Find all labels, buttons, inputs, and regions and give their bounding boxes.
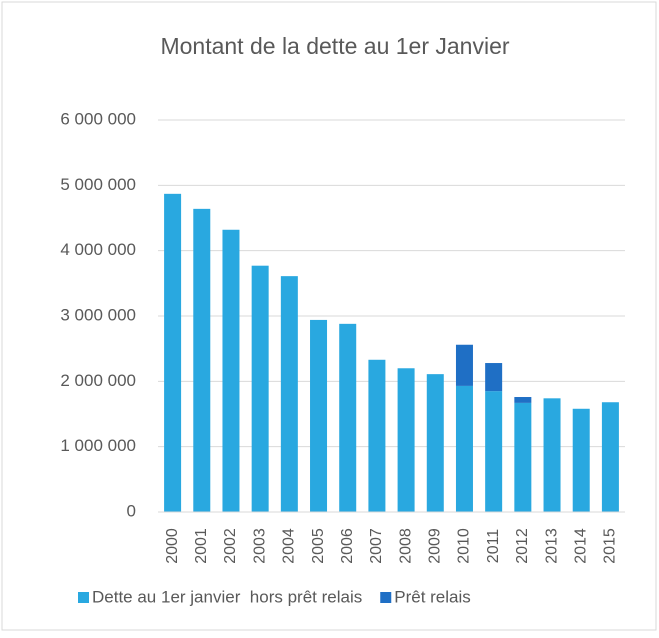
bar-segment [164,193,182,512]
bar-segment [455,344,473,386]
x-tick-label: 2006 [339,528,356,564]
bar-segment [222,229,240,512]
bar-segment [455,385,473,512]
bar-segment [426,374,444,512]
chart-title: Montant de la dette au 1er Janvier [160,33,509,59]
legend-label: Prêt relais [394,587,471,606]
bar-segment [397,368,415,512]
bar-segment [280,276,298,512]
bar-segment [543,398,561,512]
x-tick-label: 2000 [164,528,181,564]
y-tick-label: 6 000 000 [60,109,136,128]
bar-segment [339,323,357,512]
y-tick-label: 5 000 000 [60,175,136,194]
y-tick-label: 4 000 000 [60,240,136,259]
y-tick-label: 3 000 000 [60,305,136,324]
x-tick-label: 2001 [193,528,210,564]
x-tick-label: 2008 [397,528,414,564]
bar-segment [251,265,269,512]
y-tick-label: 0 [127,501,136,520]
x-tick-label: 2012 [514,528,531,564]
bar-segment [310,319,328,512]
bar-segment [368,359,386,512]
x-tick-label: 2002 [222,528,239,564]
x-tick-label: 2009 [427,528,444,564]
bar-segment [572,408,590,512]
legend-swatch [380,592,392,603]
x-tick-label: 2004 [281,528,298,564]
x-tick-label: 2010 [456,528,473,564]
legend-swatch [78,592,89,603]
x-tick-label: 2011 [485,529,502,564]
bar-segment [485,363,503,392]
x-tick-label: 2013 [543,528,560,564]
x-tick-label: 2005 [310,528,327,564]
bar-segment [514,402,532,512]
y-tick-label: 1 000 000 [60,436,136,455]
x-tick-label: 2003 [251,528,268,564]
legend-label: Dette au 1er janvier hors prêt relais [92,587,362,606]
y-tick-label: 2 000 000 [60,371,136,390]
bar-segment [485,391,503,512]
x-tick-label: 2014 [572,528,589,564]
x-tick-label: 2007 [368,528,385,564]
bar-segment [601,402,619,512]
bar-segment [193,208,211,512]
x-tick-label: 2015 [602,528,619,564]
bar-segment [514,397,532,403]
